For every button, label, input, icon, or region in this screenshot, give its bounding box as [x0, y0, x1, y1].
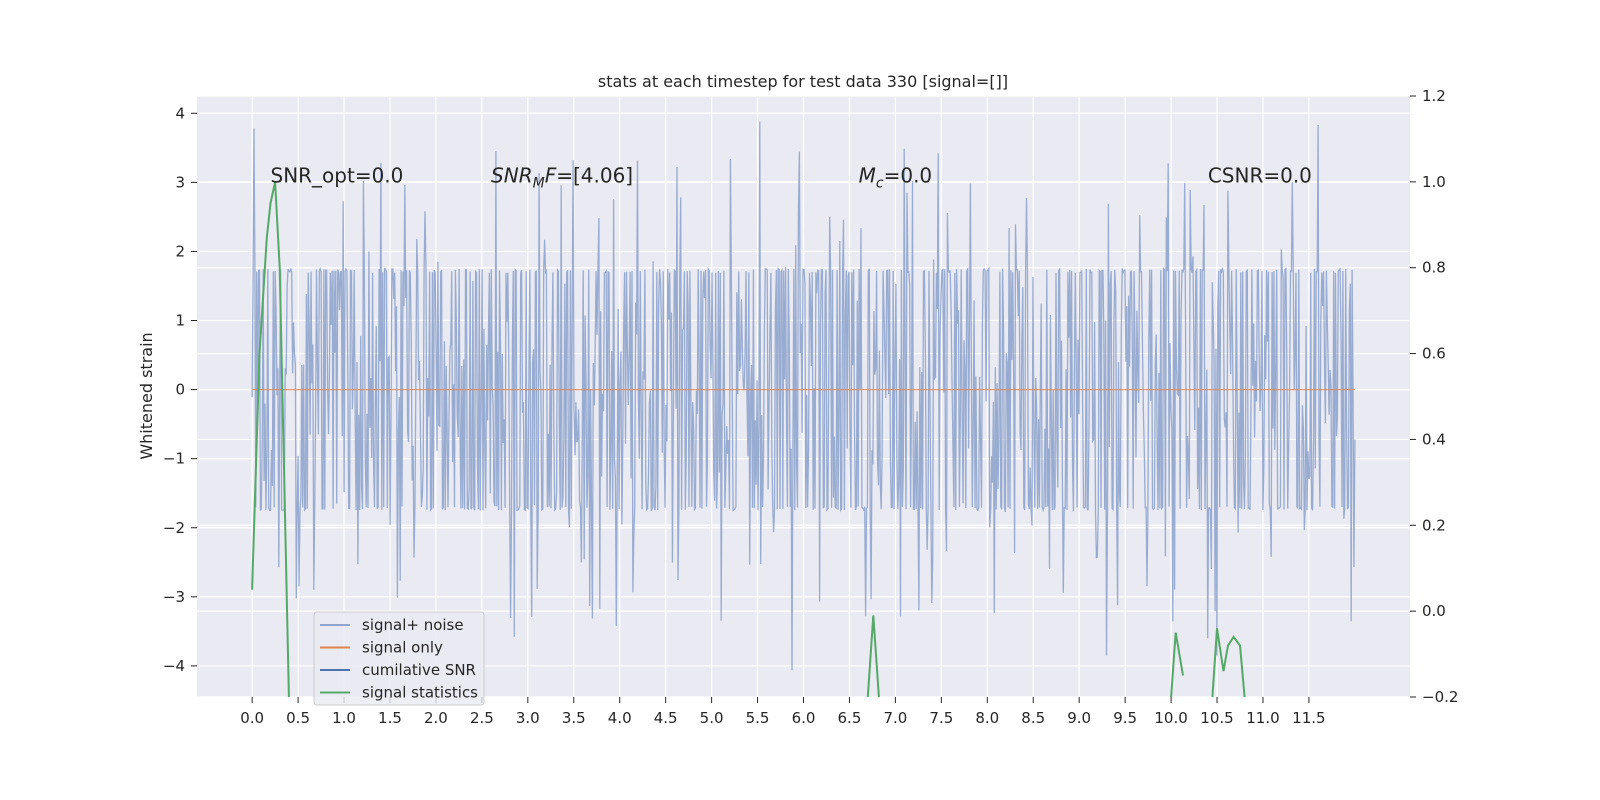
- legend-label: signal+ noise: [362, 616, 464, 634]
- y-tick-label: −3: [163, 588, 185, 606]
- y-axis-label: Whitened strain: [137, 332, 156, 459]
- signal-statistics-line: [1211, 628, 1246, 697]
- x-tick-label: 5.0: [700, 709, 724, 727]
- grid-lines: [197, 95, 1410, 698]
- x-tick-label: 2.0: [424, 709, 448, 727]
- y2-tick-label: −0.2: [1422, 688, 1458, 706]
- y2-tick-label: 0.6: [1422, 345, 1446, 363]
- x-tick-label: 1.5: [378, 709, 402, 727]
- chart-title: stats at each timestep for test data 330…: [598, 72, 1008, 91]
- x-tick-label: 8.0: [975, 709, 999, 727]
- x-tick-label: 11.0: [1246, 709, 1279, 727]
- annotations: SNR_opt=0.0 SNRMF=[4.06] Mc=0.0 CSNR=0.0: [271, 163, 1312, 191]
- y2-tick-label: 1.2: [1422, 87, 1446, 105]
- y-tick-label: 1: [175, 312, 185, 330]
- annotation-text: Mc=0.0: [859, 163, 933, 191]
- y2-tick-label: 0.0: [1422, 602, 1446, 620]
- x-tick-label: 4.0: [608, 709, 632, 727]
- y2-tick-label: 0.8: [1422, 259, 1446, 277]
- x-tick-label: 7.5: [929, 709, 953, 727]
- y2-tick-label: 0.2: [1422, 516, 1446, 534]
- x-tick-label: 6.5: [838, 709, 862, 727]
- signal-statistics-line: [1170, 632, 1184, 697]
- x-tick-label: 0.0: [240, 709, 264, 727]
- y-tick-label: −1: [163, 450, 185, 468]
- annotation-text: SNRMF=[4.06]: [491, 163, 633, 191]
- y-tick-label: 2: [175, 242, 185, 260]
- x-tick-label: 9.5: [1113, 709, 1137, 727]
- x-tick-label: 10.5: [1200, 709, 1233, 727]
- x-tick-label: 9.0: [1067, 709, 1091, 727]
- annotation-text: CSNR=0.0: [1208, 163, 1312, 187]
- left-axis-ticks: 4 3 2 1 0 −1 −2 −3 −4: [163, 104, 197, 675]
- x-tick-label: 7.0: [883, 709, 907, 727]
- y-tick-label: −2: [163, 519, 185, 537]
- y-tick-label: −4: [163, 657, 185, 675]
- signal-statistics-line: [251, 181, 290, 697]
- x-tick-label: 3.5: [562, 709, 586, 727]
- y-tick-label: 3: [175, 173, 185, 191]
- series-signal-statistics: [251, 181, 1246, 697]
- signal-noise-line: [251, 121, 1356, 671]
- y-tick-label: 0: [175, 381, 185, 399]
- x-tick-label: 3.0: [516, 709, 540, 727]
- y2-tick-label: 0.4: [1422, 430, 1446, 448]
- legend-box: [313, 611, 485, 706]
- x-axis-ticks: 0.0 0.5 1.0 1.5 2.0 2.5 3.0 3.5 4.0 4.5 5.0 5.5 6.0 6…: [240, 697, 1326, 727]
- x-tick-label: 0.5: [286, 709, 310, 727]
- legend-label: signal only: [362, 639, 443, 657]
- series-signal-noise: [251, 121, 1356, 671]
- x-tick-label: 1.0: [332, 709, 356, 727]
- x-tick-label: 5.5: [746, 709, 770, 727]
- x-tick-label: 4.5: [654, 709, 678, 727]
- legend-label: signal statistics: [362, 684, 478, 702]
- legend: signal+ noise signal only cumilative SNR si…: [313, 611, 485, 706]
- y2-tick-label: 1.0: [1422, 173, 1446, 191]
- legend-label: cumilative SNR: [362, 661, 476, 679]
- signal-statistics-line: [866, 615, 880, 697]
- annotation-text: SNR_opt=0.0: [271, 163, 404, 187]
- x-tick-label: 8.5: [1021, 709, 1045, 727]
- x-tick-label: 10.0: [1154, 709, 1187, 727]
- x-tick-label: 6.0: [792, 709, 816, 727]
- y-tick-label: 4: [175, 104, 185, 122]
- x-tick-label: 11.5: [1292, 709, 1325, 727]
- right-axis-ticks: 1.2 1.0 0.8 0.6 0.4 0.2 0.0 −0.2: [1410, 87, 1458, 706]
- x-tick-label: 2.5: [470, 709, 494, 727]
